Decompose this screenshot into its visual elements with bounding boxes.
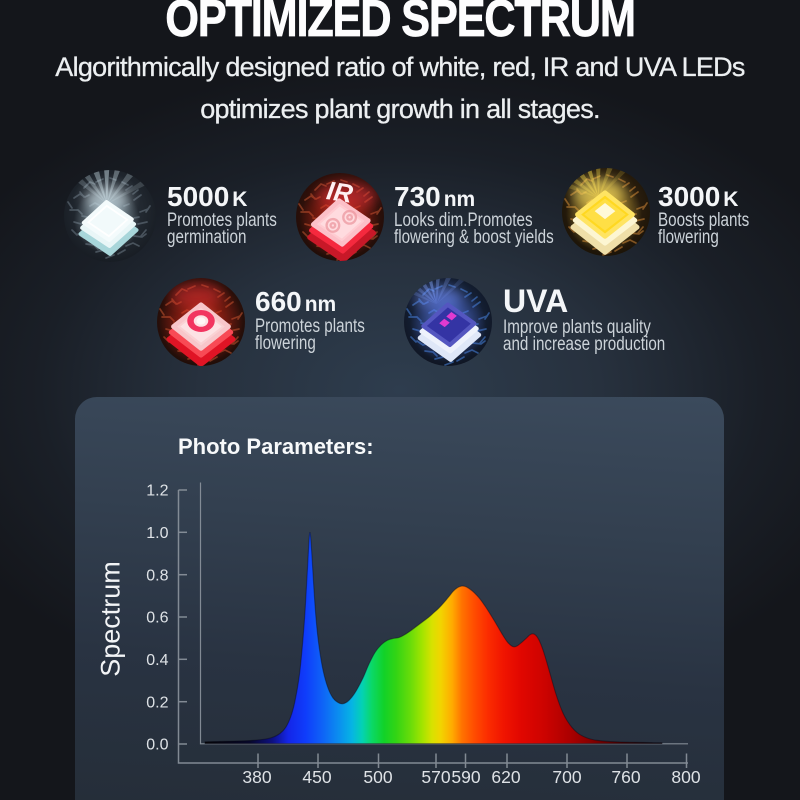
svg-text:500: 500 <box>363 767 392 787</box>
svg-text:1.0: 1.0 <box>146 525 168 542</box>
svg-text:760: 760 <box>611 767 640 787</box>
svg-text:0.8: 0.8 <box>146 567 168 584</box>
svg-text:570: 570 <box>421 767 450 787</box>
svg-text:0.2: 0.2 <box>146 694 168 711</box>
svg-text:620: 620 <box>491 767 520 787</box>
svg-text:450: 450 <box>302 767 331 787</box>
svg-text:0.6: 0.6 <box>146 610 168 627</box>
svg-text:700: 700 <box>552 767 581 787</box>
svg-text:380: 380 <box>242 767 271 787</box>
svg-text:IR: IR <box>325 175 356 209</box>
svg-text:590: 590 <box>451 767 480 787</box>
svg-text:1.2: 1.2 <box>146 483 168 500</box>
svg-text:0.4: 0.4 <box>146 652 168 669</box>
svg-text:800: 800 <box>671 767 700 787</box>
svg-text:0.0: 0.0 <box>146 737 168 754</box>
